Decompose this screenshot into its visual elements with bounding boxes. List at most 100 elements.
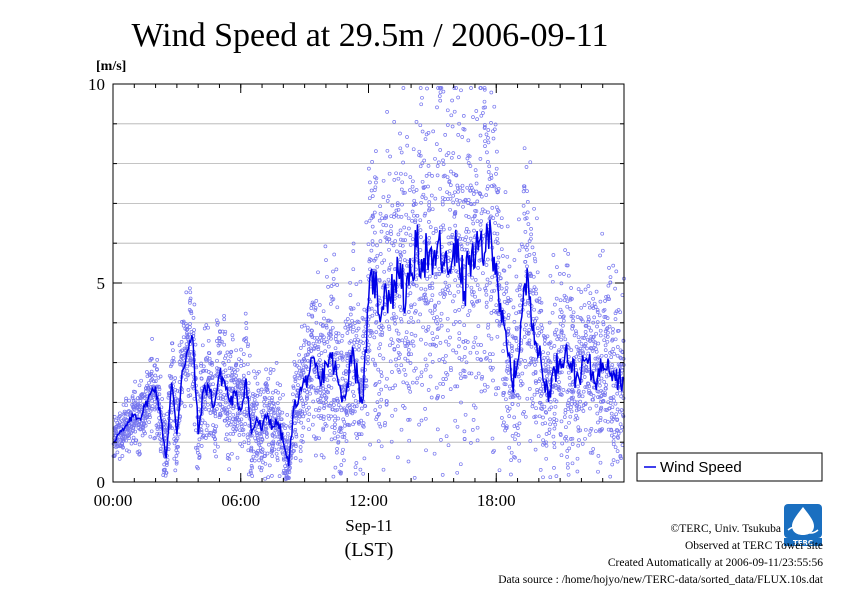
scatter-point bbox=[116, 438, 120, 443]
scatter-point bbox=[207, 433, 211, 437]
scatter-point bbox=[298, 458, 303, 463]
scatter-point bbox=[453, 384, 458, 389]
scatter-point bbox=[590, 451, 595, 455]
scatter-point bbox=[367, 259, 372, 264]
scatter-point bbox=[514, 339, 519, 343]
scatter-point bbox=[188, 296, 193, 301]
scatter-point bbox=[512, 320, 517, 324]
scatter-point bbox=[270, 433, 275, 438]
scatter-point bbox=[574, 354, 579, 359]
scatter-point bbox=[297, 376, 302, 381]
scatter-point bbox=[462, 374, 467, 379]
scatter-point bbox=[160, 397, 164, 401]
scatter-point bbox=[385, 199, 390, 203]
scatter-point bbox=[473, 208, 477, 213]
scatter-point bbox=[424, 363, 429, 368]
scatter-point bbox=[505, 359, 510, 364]
scatter-point bbox=[580, 335, 585, 340]
scatter-point bbox=[241, 427, 246, 432]
scatter-point bbox=[398, 250, 403, 255]
scatter-point bbox=[570, 297, 574, 301]
scatter-point bbox=[348, 326, 353, 331]
scatter-point bbox=[441, 223, 446, 228]
scatter-point bbox=[174, 461, 179, 466]
scatter-point bbox=[450, 124, 455, 129]
scatter-point bbox=[356, 337, 360, 342]
scatter-point bbox=[555, 337, 560, 342]
scatter-point bbox=[241, 432, 246, 437]
scatter-point bbox=[319, 400, 324, 405]
scatter-point bbox=[577, 438, 581, 442]
scatter-point bbox=[393, 239, 398, 243]
scatter-point bbox=[169, 376, 173, 381]
scatter-point bbox=[207, 375, 211, 380]
scatter-point bbox=[569, 348, 574, 352]
scatter-point bbox=[405, 381, 409, 386]
scatter-point bbox=[615, 345, 620, 349]
scatter-point bbox=[424, 174, 429, 178]
scatter-point bbox=[207, 431, 212, 435]
scatter-point bbox=[407, 438, 412, 443]
scatter-point bbox=[270, 396, 275, 400]
scatter-point bbox=[548, 422, 552, 427]
scatter-point bbox=[340, 334, 345, 338]
scatter-point bbox=[325, 274, 329, 279]
scatter-point bbox=[586, 319, 591, 324]
scatter-point bbox=[611, 347, 616, 351]
scatter-point bbox=[245, 344, 250, 349]
scatter-point bbox=[342, 383, 347, 388]
scatter-point bbox=[487, 177, 492, 181]
scatter-point bbox=[600, 427, 604, 431]
scatter-point bbox=[444, 339, 448, 344]
scatter-point bbox=[496, 312, 501, 316]
scatter-point bbox=[328, 332, 332, 337]
scatter-point bbox=[413, 366, 418, 371]
scatter-point bbox=[468, 183, 473, 188]
scatter-point bbox=[526, 310, 531, 315]
scatter-point bbox=[408, 361, 413, 365]
x-tick-label: 12:00 bbox=[349, 491, 388, 510]
scatter-point bbox=[275, 456, 280, 460]
scatter-point bbox=[445, 372, 450, 377]
scatter-point bbox=[618, 409, 622, 414]
scatter-point bbox=[381, 356, 386, 361]
scatter-point bbox=[408, 188, 412, 192]
scatter-point bbox=[281, 457, 286, 462]
scatter-point bbox=[133, 429, 138, 434]
scatter-point bbox=[485, 277, 490, 282]
scatter-point bbox=[336, 403, 341, 407]
scatter-point bbox=[565, 403, 570, 408]
scatter-point bbox=[330, 425, 335, 430]
scatter-point bbox=[339, 463, 344, 467]
scatter-point bbox=[226, 359, 231, 363]
scatter-point bbox=[538, 468, 543, 472]
scatter-point bbox=[486, 210, 490, 215]
scatter-point bbox=[401, 191, 406, 195]
scatter-point bbox=[605, 339, 610, 344]
scatter-point bbox=[459, 88, 463, 93]
scatter-point bbox=[517, 458, 522, 463]
scatter-point bbox=[298, 346, 303, 350]
scatter-point bbox=[603, 299, 607, 303]
scatter-point bbox=[526, 332, 531, 336]
scatter-point bbox=[598, 253, 602, 258]
scatter-point bbox=[542, 441, 547, 445]
scatter-point bbox=[489, 311, 494, 315]
scatter-point bbox=[571, 318, 575, 323]
scatter-point bbox=[208, 359, 212, 364]
scatter-point bbox=[535, 326, 540, 331]
scatter-point bbox=[583, 427, 588, 432]
scatter-point bbox=[584, 333, 588, 338]
scatter-point bbox=[353, 398, 358, 403]
scatter-point bbox=[598, 427, 602, 432]
scatter-point bbox=[193, 342, 198, 347]
scatter-point bbox=[502, 420, 506, 425]
scatter-point bbox=[235, 367, 240, 372]
scatter-point bbox=[512, 415, 517, 420]
scatter-point bbox=[415, 213, 420, 218]
scatter-point bbox=[398, 252, 403, 257]
scatter-point bbox=[502, 268, 507, 273]
scatter-point bbox=[269, 398, 274, 402]
scatter-point bbox=[467, 308, 472, 313]
scatter-point bbox=[511, 335, 516, 340]
